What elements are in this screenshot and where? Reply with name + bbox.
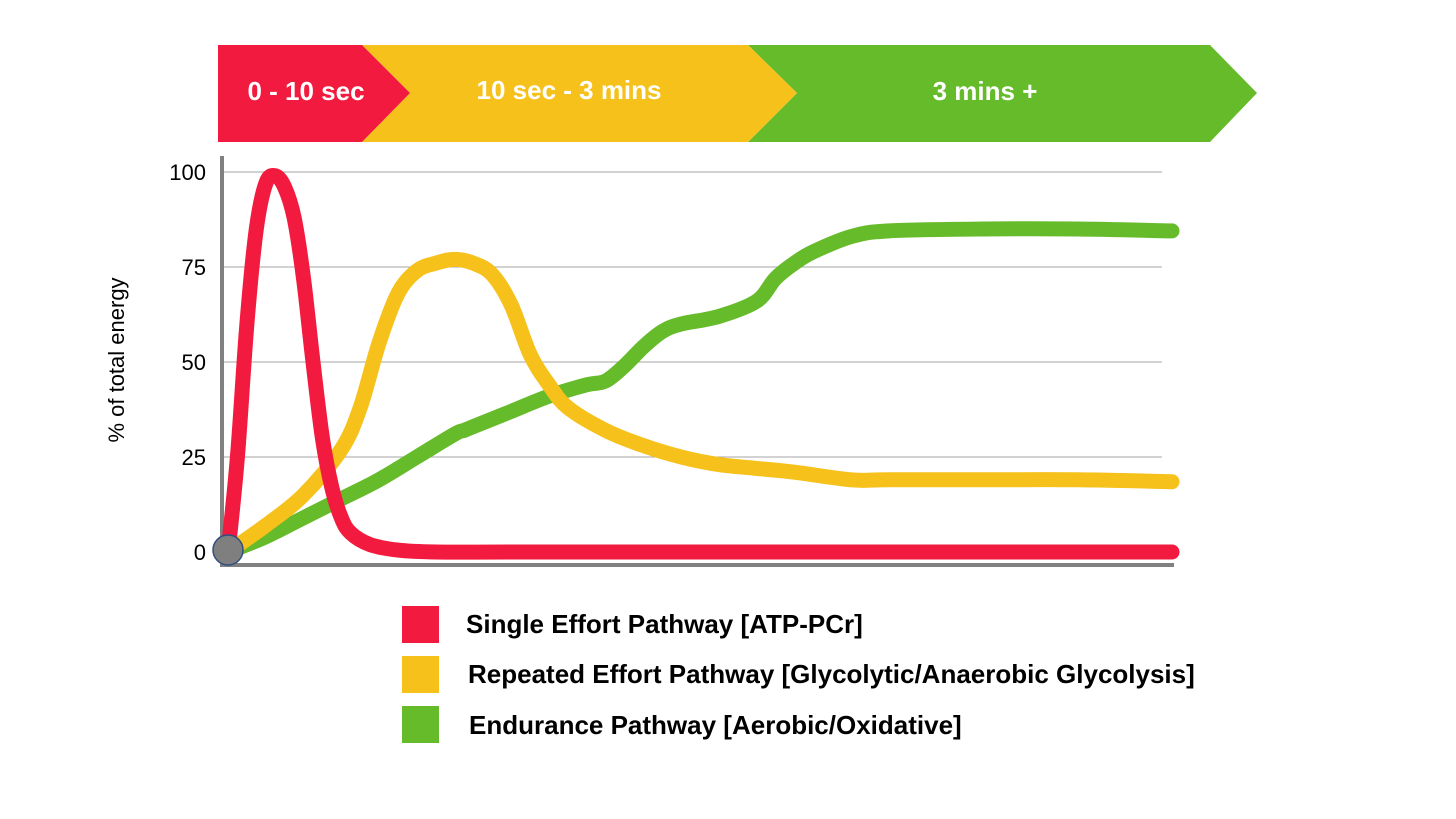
axes <box>220 156 1174 567</box>
phase-arrow-yellow <box>362 45 797 142</box>
legend-label: Endurance Pathway [Aerobic/Oxidative] <box>469 710 962 740</box>
y-axis-label: % of total energy <box>104 277 129 442</box>
phase-label-long: 3 mins + <box>933 76 1038 106</box>
y-tick-label: 50 <box>182 350 206 375</box>
phase-arrow-red <box>218 45 410 142</box>
series-line-aerobic <box>220 221 1180 560</box>
legend-swatch <box>402 656 439 693</box>
series-lines <box>220 168 1180 560</box>
legend-item-glycolytic: Repeated Effort Pathway [Glycolytic/Anae… <box>402 656 1195 693</box>
legend-item-atp-pcr: Single Effort Pathway [ATP-PCr] <box>402 606 863 643</box>
phase-banner: 0 - 10 sec 10 sec - 3 mins 3 mins + <box>218 45 1257 142</box>
series-line-glycolytic <box>220 251 1180 560</box>
origin-marker <box>212 534 244 566</box>
legend-item-aerobic: Endurance Pathway [Aerobic/Oxidative] <box>402 706 962 743</box>
phase-label-short: 0 - 10 sec <box>247 76 364 106</box>
legend-swatch <box>402 706 439 743</box>
phase-arrow-green <box>748 45 1257 142</box>
legend-label: Single Effort Pathway [ATP-PCr] <box>466 609 863 639</box>
legend: Single Effort Pathway [ATP-PCr] Repeated … <box>402 606 1195 743</box>
series-line-atp-pcr <box>220 168 1180 560</box>
y-tick-label: 0 <box>194 540 206 565</box>
y-tick-labels: 100 75 50 25 0 <box>169 160 206 565</box>
legend-label: Repeated Effort Pathway [Glycolytic/Anae… <box>468 659 1195 689</box>
y-tick-label: 25 <box>182 445 206 470</box>
y-tick-label: 75 <box>182 255 206 280</box>
legend-swatch <box>402 606 439 643</box>
y-tick-label: 100 <box>169 160 206 185</box>
phase-label-medium: 10 sec - 3 mins <box>477 75 662 105</box>
